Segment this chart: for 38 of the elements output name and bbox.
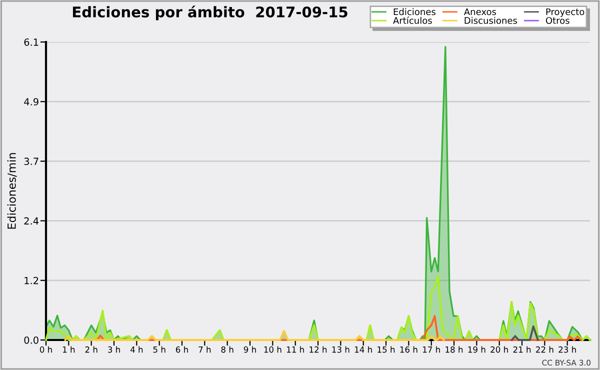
y-tick-label: 6.1 (24, 38, 38, 46)
x-tick-label: 6 h (176, 346, 188, 353)
chart-title: Ediciones por ámbito 2017-09-15 (72, 6, 348, 20)
x-tick-label: 2 h (85, 346, 98, 353)
x-tick-label: 5 h (153, 346, 166, 353)
x-tick-label: 10 h (264, 346, 282, 353)
x-tick-label: 8 h (221, 346, 234, 353)
x-tick-label: 16 h (400, 346, 418, 353)
x-tick-label: 11 h (286, 346, 304, 353)
x-tick-label: 3 h (108, 346, 120, 353)
legend-label: Otros (546, 17, 570, 24)
x-tick-label: 12 h (310, 346, 327, 353)
x-tick-label: 21 h (513, 346, 531, 353)
y-tick-label: 2.4 (24, 217, 39, 224)
x-tick-label: 13 h (332, 346, 350, 353)
legend-label: Discusiones (464, 16, 518, 24)
legend-label: Ediciones (394, 8, 436, 16)
x-tick-label: 0 h (40, 346, 52, 353)
y-tick-label: 1.2 (24, 276, 38, 284)
x-tick-label: 17 h (422, 346, 440, 353)
legend-label: Artículos (393, 16, 432, 24)
x-tick-label: 7 h (198, 346, 211, 353)
y-tick-label: 4.9 (24, 98, 38, 106)
y-tick-label: 3.7 (24, 158, 38, 166)
y-axis-title: Ediciones/min (7, 153, 17, 229)
x-tick-label: 23 h (558, 346, 576, 353)
legend-label: Anexos (464, 8, 496, 16)
x-tick-label: 22 h (536, 346, 554, 353)
legend-label: Proyecto (546, 8, 584, 17)
y-tick-label: 0.0 (24, 336, 38, 344)
x-tick-label: 20 h (490, 346, 508, 353)
x-tick-label: 4 h (130, 346, 143, 353)
x-tick-label: 15 h (378, 346, 395, 353)
x-tick-label: 19 h (468, 346, 486, 353)
x-tick-label: 14 h (354, 346, 372, 353)
x-tick-label: 1 h (62, 346, 75, 353)
x-tick-label: 18 h (446, 346, 463, 353)
x-tick-label: 9 h (244, 346, 256, 353)
